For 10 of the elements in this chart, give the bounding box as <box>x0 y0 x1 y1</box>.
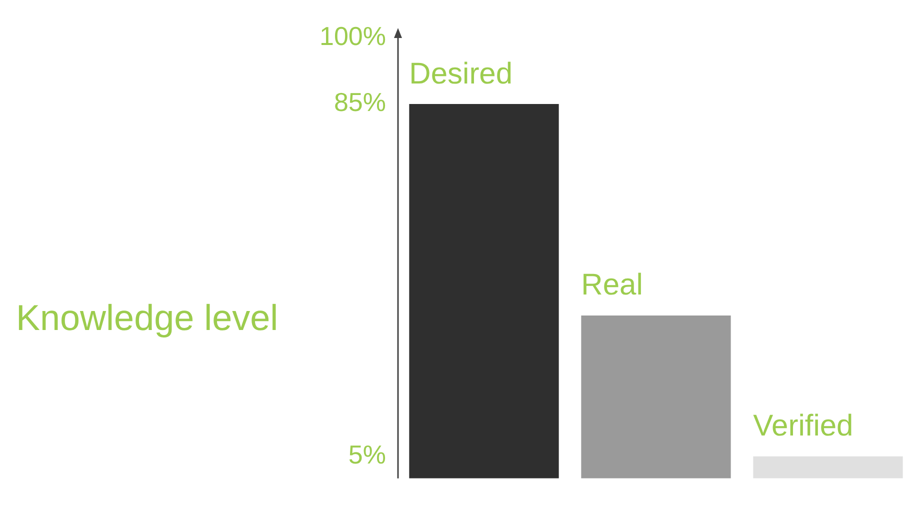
y-tick-label: 85% <box>334 87 386 118</box>
bar <box>409 104 559 478</box>
x-tick-label: Real <box>581 268 643 302</box>
bar <box>581 315 731 478</box>
y-axis-title: Knowledge level <box>16 296 278 338</box>
y-tick-label: 100% <box>320 21 386 52</box>
bar <box>753 456 903 478</box>
y-tick-label: 5% <box>348 440 386 470</box>
x-tick-label: Verified <box>753 410 854 443</box>
x-tick-label: Desired <box>409 57 513 90</box>
